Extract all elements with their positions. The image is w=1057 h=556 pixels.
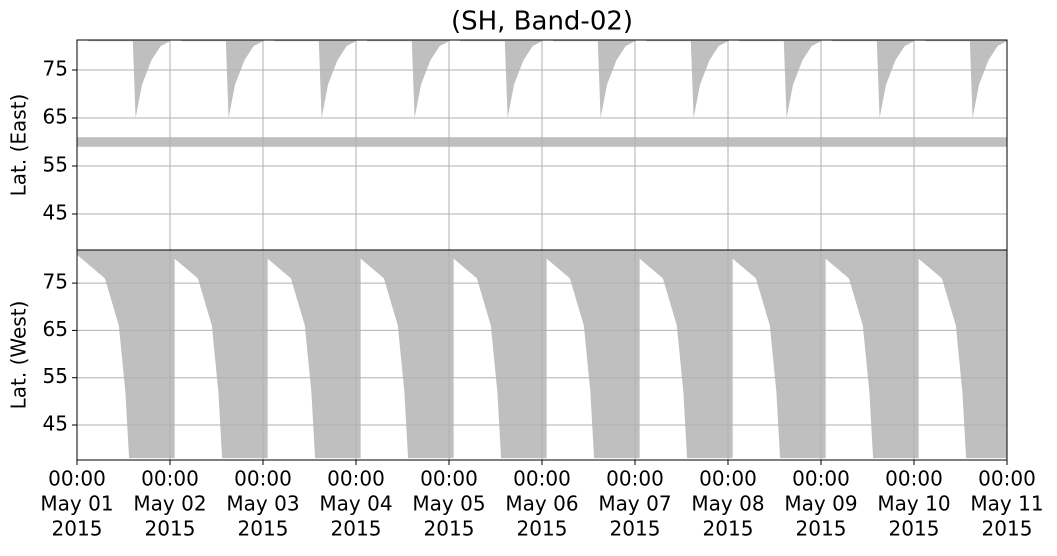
x-tick-label: 2015: [517, 517, 568, 541]
x-tick-label: 2015: [982, 517, 1033, 541]
coverage-area: [646, 40, 728, 118]
y-tick-label: 75: [43, 270, 68, 294]
y-axis-label: Lat. (West): [7, 301, 31, 410]
y-tick-label: 75: [43, 57, 68, 81]
coverage-area: [263, 250, 361, 459]
x-tick-label: 2015: [238, 517, 289, 541]
y-tick-label: 65: [43, 105, 68, 129]
x-tick-label: 00:00: [699, 467, 757, 491]
axes-frame: [76, 249, 1008, 461]
x-tick-label: 2015: [796, 517, 847, 541]
coverage-area: [914, 250, 1007, 459]
x-tick-label: 2015: [424, 517, 475, 541]
x-tick-label: 00:00: [420, 467, 478, 491]
x-tick-label: May 10: [877, 492, 950, 516]
y-tick-label: 45: [43, 201, 68, 225]
x-tick-label: May 01: [40, 492, 113, 516]
plot-area: [77, 250, 1007, 459]
coverage-area: [274, 40, 356, 118]
x-tick-label: May 04: [319, 492, 392, 516]
x-tick-label: May 08: [691, 492, 764, 516]
coverage-area: [925, 40, 1007, 118]
coverage-area: [181, 40, 263, 118]
x-tick-label: 2015: [145, 517, 196, 541]
coverage-area: [77, 250, 175, 459]
x-tick-label: May 11: [970, 492, 1043, 516]
x-tick-label: May 09: [784, 492, 857, 516]
x-tick-label: 00:00: [327, 467, 385, 491]
x-tick-label: 00:00: [234, 467, 292, 491]
coverage-area: [367, 40, 449, 118]
coverage-area: [460, 40, 542, 118]
x-tick-label: May 07: [598, 492, 671, 516]
x-tick-label: May 03: [226, 492, 299, 516]
x-tick-label: May 05: [412, 492, 485, 516]
x-tick-label: 00:00: [141, 467, 199, 491]
chart-title: (SH, Band-02): [451, 7, 633, 37]
coverage-area: [635, 250, 733, 459]
x-tick-label: May 02: [133, 492, 206, 516]
coverage-area: [739, 40, 821, 118]
x-tick-label: 2015: [703, 517, 754, 541]
x-tick-label: May 06: [505, 492, 578, 516]
coverage-area: [170, 250, 268, 459]
x-tick-label: 00:00: [978, 467, 1036, 491]
y-tick-label: 55: [43, 153, 68, 177]
coverage-area: [356, 250, 454, 459]
x-tick-label: 00:00: [885, 467, 943, 491]
y-tick-label: 55: [43, 364, 68, 388]
coverage-area: [821, 250, 919, 459]
coverage-area: [449, 250, 547, 459]
coverage-area: [88, 40, 170, 118]
coverage-area: [553, 40, 635, 118]
x-tick-label: 00:00: [513, 467, 571, 491]
coverage-area: [832, 40, 914, 118]
y-tick-label: 65: [43, 317, 68, 341]
x-tick-label: 2015: [331, 517, 382, 541]
x-tick-label: 00:00: [606, 467, 664, 491]
y-axis-label: Lat. (East): [7, 94, 31, 197]
x-tick-label: 2015: [52, 517, 103, 541]
y-tick-label: 45: [43, 412, 68, 436]
coverage-area: [728, 250, 826, 459]
coverage-area: [542, 250, 640, 459]
x-tick-label: 2015: [889, 517, 940, 541]
x-tick-label: 00:00: [48, 467, 106, 491]
x-tick-label: 00:00: [792, 467, 850, 491]
x-tick-label: 2015: [610, 517, 661, 541]
